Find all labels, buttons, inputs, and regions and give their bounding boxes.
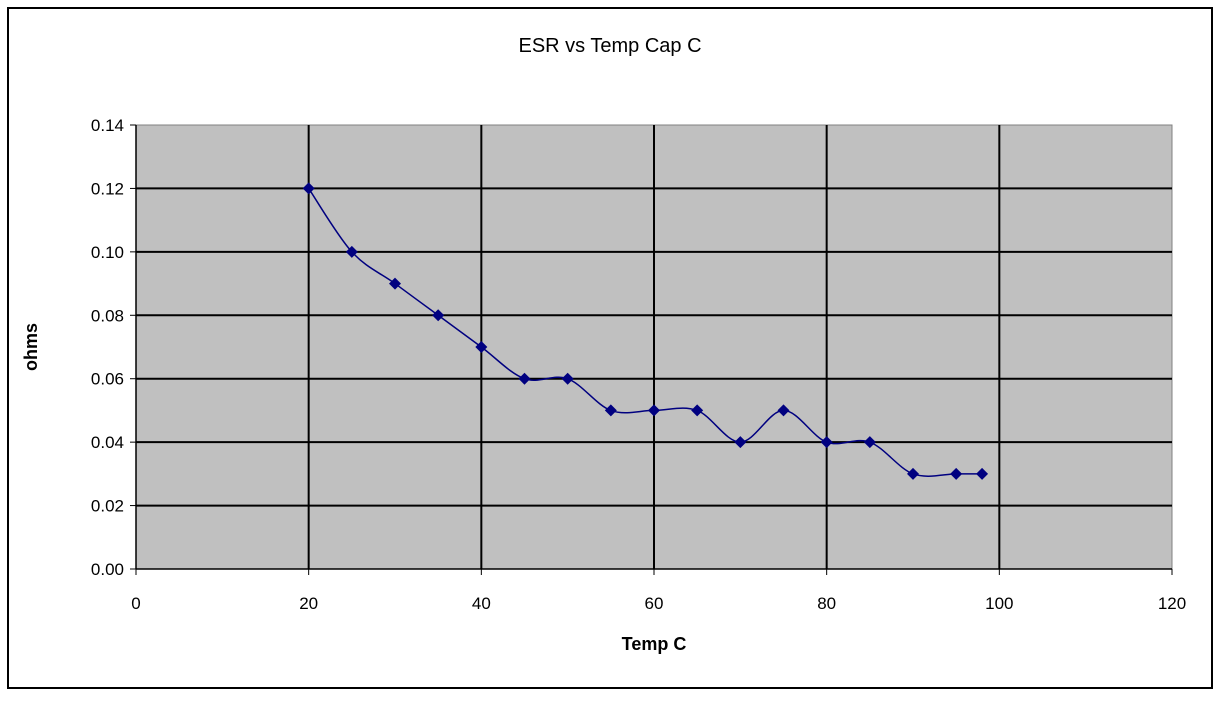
y-tick-label: 0.08 <box>91 306 124 325</box>
data-point-marker <box>302 182 315 195</box>
y-tick-label: 0.10 <box>91 243 124 262</box>
data-point-marker <box>518 372 531 385</box>
data-point-marker <box>432 309 445 322</box>
y-tick-label: 0.00 <box>91 560 124 579</box>
data-point-marker <box>389 277 401 290</box>
x-tick-label: 100 <box>985 594 1013 613</box>
data-point-marker <box>561 372 574 385</box>
data-point-marker <box>648 404 660 417</box>
data-point-marker <box>604 404 617 417</box>
data-point-marker <box>863 436 876 449</box>
x-tick-label: 20 <box>299 594 318 613</box>
data-point-marker <box>976 467 989 480</box>
y-tick-label: 0.04 <box>91 433 124 452</box>
x-tick-label: 0 <box>131 594 140 613</box>
y-tick-label: 0.06 <box>91 370 124 389</box>
x-tick-label: 60 <box>645 594 664 613</box>
data-point-marker <box>907 467 919 480</box>
data-point-marker <box>820 436 833 449</box>
x-axis-label: Temp C <box>622 634 687 654</box>
data-point-marker <box>475 341 488 353</box>
x-tick-label: 40 <box>472 594 491 613</box>
y-axis-label: ohms <box>21 323 41 371</box>
data-point-marker <box>777 404 790 417</box>
series-markers <box>302 182 989 480</box>
x-tick-label: 120 <box>1158 594 1186 613</box>
data-point-marker <box>950 467 963 480</box>
y-tick-label: 0.14 <box>91 116 124 135</box>
y-axis-ticks: 0.00 0.02 0.04 0.06 0.08 0.10 0.12 0.14 <box>91 116 136 579</box>
data-point-marker <box>734 436 747 449</box>
data-point-marker <box>691 404 704 417</box>
data-point-marker <box>345 245 358 258</box>
x-axis-ticks: 0 20 40 60 80 100 120 <box>131 569 1186 613</box>
y-tick-label: 0.12 <box>91 179 124 198</box>
x-tick-label: 80 <box>817 594 836 613</box>
chart-title: ESR vs Temp Cap C <box>518 35 701 57</box>
y-tick-label: 0.02 <box>91 497 124 516</box>
